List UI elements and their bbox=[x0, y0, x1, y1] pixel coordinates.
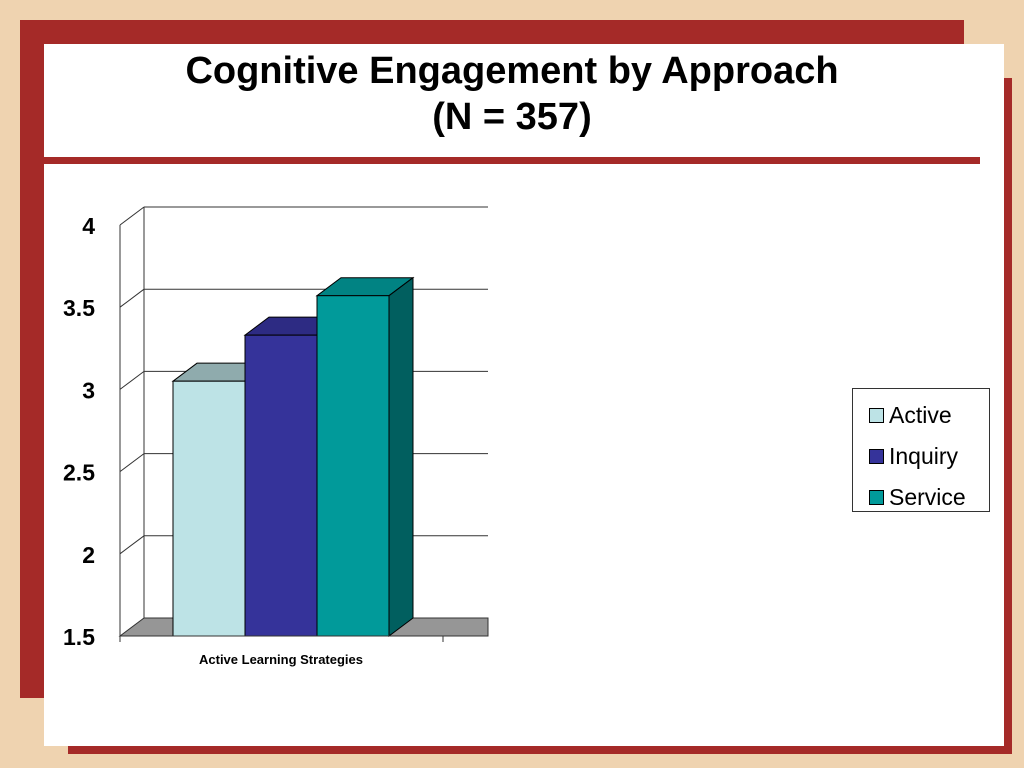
legend-item-service: Service bbox=[853, 477, 989, 518]
gridline-diagonal bbox=[119, 206, 145, 226]
gridline-diagonal bbox=[119, 535, 145, 555]
legend-swatch-service bbox=[869, 490, 884, 505]
gridline-diagonal bbox=[119, 288, 145, 308]
chart-ticks: 1.5 2 2.5 3 3.5 4 Active Learning Strategies bbox=[63, 213, 488, 667]
x-category-label: Active Learning Strategies bbox=[199, 652, 363, 667]
gridline-diagonal bbox=[119, 370, 145, 390]
bar-active bbox=[172, 380, 246, 637]
y-tick-label: 3.5 bbox=[63, 295, 95, 321]
legend-label-service: Service bbox=[889, 484, 966, 510]
y-tick-label: 2 bbox=[82, 542, 95, 568]
bar-service bbox=[316, 295, 390, 637]
legend-swatch-active bbox=[869, 408, 884, 423]
title-line-2: (N = 357) bbox=[432, 96, 592, 138]
y-tick-label: 4 bbox=[82, 213, 95, 239]
chart-bars bbox=[171, 276, 415, 637]
legend-label-active: Active bbox=[889, 402, 952, 428]
title-line-1: Cognitive Engagement by Approach bbox=[185, 50, 839, 92]
legend-item-inquiry: Inquiry bbox=[853, 436, 989, 477]
gridline-diagonal bbox=[119, 453, 145, 473]
chart-legend: Active Inquiry Service bbox=[852, 388, 990, 512]
y-tick-label: 3 bbox=[82, 377, 95, 403]
y-tick-label: 2.5 bbox=[63, 460, 95, 486]
slide-title: Cognitive Engagement by Approach (N = 35… bbox=[44, 48, 980, 140]
bar-inquiry bbox=[244, 334, 318, 637]
title-divider bbox=[44, 157, 980, 164]
bar-side-service bbox=[388, 276, 414, 637]
y-tick-label: 1.5 bbox=[63, 624, 95, 650]
legend-item-active: Active bbox=[853, 395, 989, 436]
legend-swatch-inquiry bbox=[869, 449, 884, 464]
legend-label-inquiry: Inquiry bbox=[889, 443, 959, 469]
